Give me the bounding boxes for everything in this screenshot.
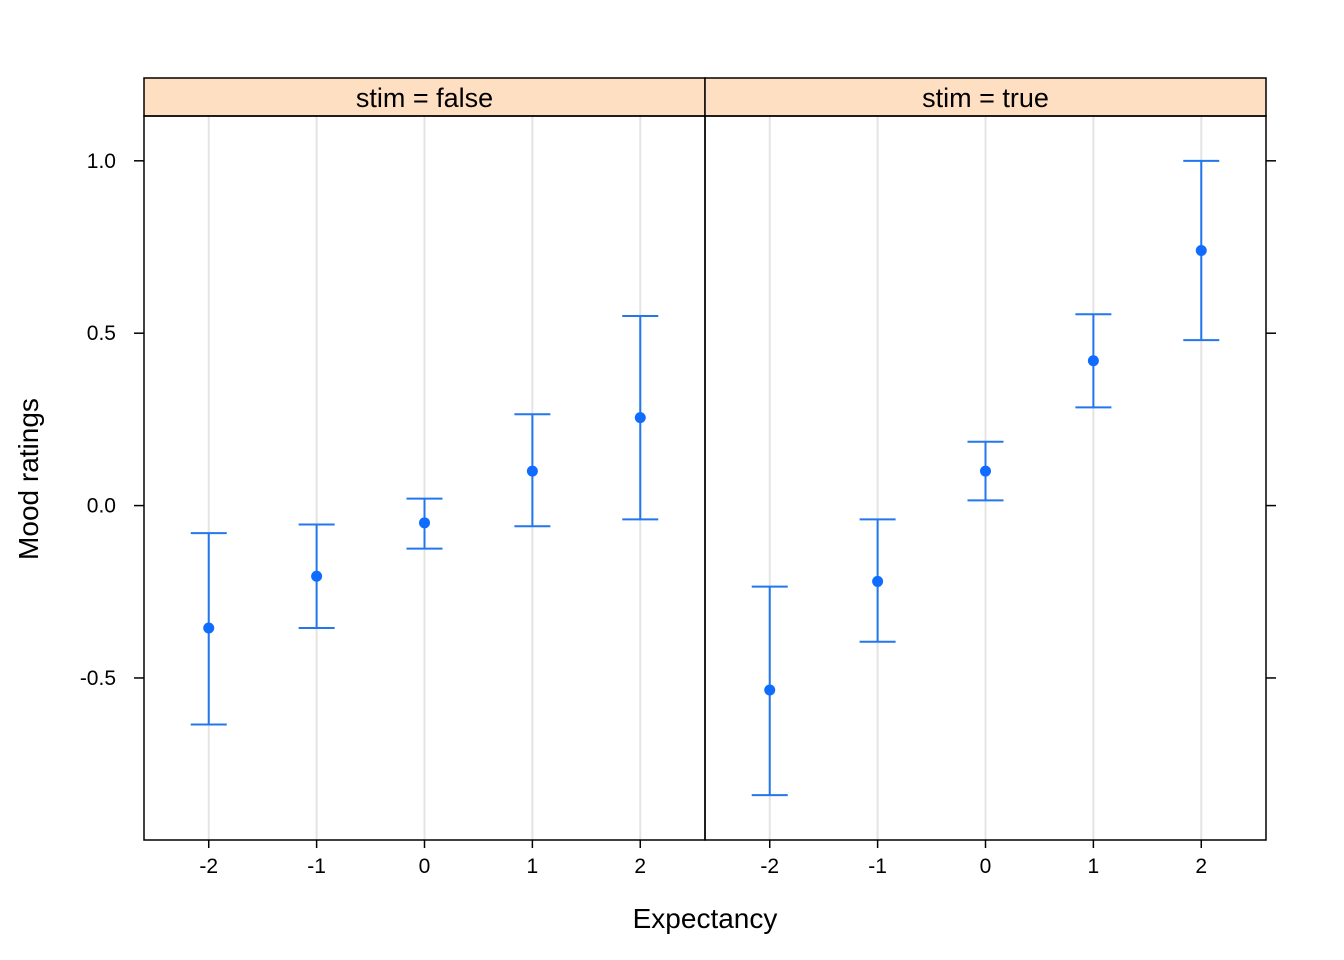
data-point: [526, 465, 538, 477]
panel-1: stim = false: [143, 77, 706, 841]
data-point: [1087, 355, 1099, 367]
y-axis-title: Mood ratings: [13, 398, 44, 560]
strip-label: stim = false: [356, 83, 493, 113]
x-tick-label: 2: [1195, 855, 1207, 878]
axes-layer: -2 -1 0 1 2 -2 -1 0 1 2 -0.5 0.0 0.5 1.0: [80, 150, 1276, 878]
x-tick-label: -1: [307, 855, 326, 878]
data-point: [872, 575, 884, 587]
x-tick-label: -2: [760, 855, 779, 878]
panels-layer: stim = false stim = true: [143, 77, 1267, 841]
data-point: [311, 570, 323, 582]
data-point: [634, 412, 646, 424]
data-point: [203, 622, 215, 634]
y-tick-label: 0.5: [87, 322, 116, 345]
x-tick-label: 0: [980, 855, 992, 878]
x-axis-title: Expectancy: [633, 903, 778, 934]
strip-header: [704, 77, 1267, 117]
panel-2: stim = true: [704, 77, 1267, 841]
data-point: [764, 684, 776, 696]
data-point: [419, 517, 430, 529]
x-tick-label: 1: [1088, 855, 1100, 878]
x-tick-label: -2: [199, 855, 218, 878]
x-tick-label: 0: [419, 855, 431, 878]
y-tick-label: 1.0: [87, 150, 116, 173]
x-tick-label: 1: [527, 855, 539, 878]
data-point: [1195, 244, 1207, 256]
y-tick-label: -0.5: [80, 667, 116, 690]
data-point: [980, 465, 991, 477]
x-tick-label: -1: [868, 855, 887, 878]
y-tick-label: 0.0: [87, 495, 116, 518]
strip-label: stim = true: [922, 83, 1049, 113]
strip-header: [143, 77, 706, 117]
x-tick-label: 2: [634, 855, 646, 878]
